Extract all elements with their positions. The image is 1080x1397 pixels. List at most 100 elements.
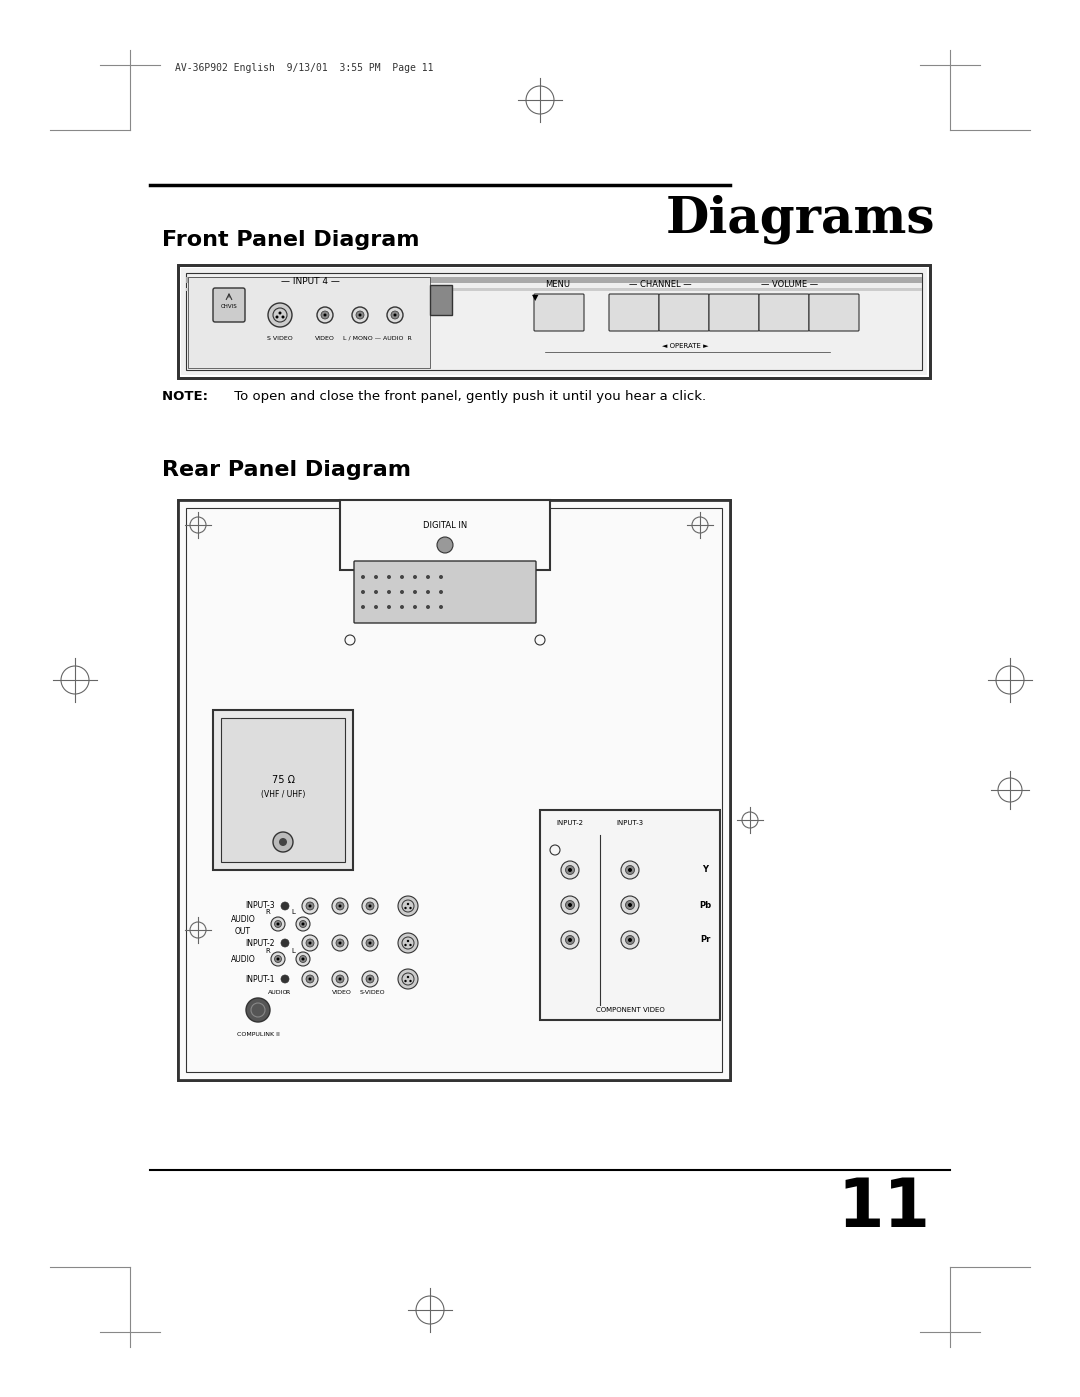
Circle shape: [273, 833, 293, 852]
Circle shape: [407, 902, 409, 905]
Circle shape: [404, 907, 407, 909]
Circle shape: [362, 935, 378, 951]
Circle shape: [391, 312, 399, 319]
Text: NOTE:: NOTE:: [162, 390, 213, 402]
Circle shape: [362, 971, 378, 988]
Circle shape: [302, 898, 318, 914]
Text: 75 Ω: 75 Ω: [271, 775, 295, 785]
Text: L / MONO — AUDIO  R: L / MONO — AUDIO R: [342, 337, 411, 341]
Circle shape: [309, 904, 311, 908]
Circle shape: [279, 312, 282, 314]
Circle shape: [426, 590, 430, 594]
Text: ◄ OPERATE ►: ◄ OPERATE ►: [662, 344, 708, 349]
Circle shape: [625, 901, 635, 909]
Circle shape: [324, 313, 326, 317]
Circle shape: [318, 307, 333, 323]
Circle shape: [366, 939, 374, 947]
Circle shape: [362, 898, 378, 914]
Text: L: L: [292, 949, 295, 954]
Circle shape: [561, 861, 579, 879]
Bar: [186, 272, 922, 370]
Bar: [181, 268, 927, 374]
Circle shape: [568, 868, 572, 872]
Circle shape: [625, 936, 635, 944]
Circle shape: [438, 605, 443, 609]
Bar: [430, 285, 453, 314]
Bar: [350, 500, 540, 504]
Circle shape: [302, 971, 318, 988]
Circle shape: [621, 861, 639, 879]
Circle shape: [271, 916, 285, 930]
Text: ▼: ▼: [531, 293, 538, 302]
Text: INPUT-3: INPUT-3: [245, 901, 275, 911]
Circle shape: [400, 605, 404, 609]
Circle shape: [271, 951, 285, 965]
Text: Y: Y: [702, 866, 708, 875]
Circle shape: [566, 866, 575, 875]
Circle shape: [366, 902, 374, 909]
Bar: [213, 710, 353, 870]
Circle shape: [407, 975, 409, 978]
Circle shape: [374, 576, 378, 578]
Circle shape: [301, 922, 305, 925]
Circle shape: [566, 901, 575, 909]
Circle shape: [413, 605, 417, 609]
Circle shape: [281, 939, 289, 947]
Circle shape: [426, 576, 430, 578]
Circle shape: [338, 978, 341, 981]
Circle shape: [309, 978, 311, 981]
FancyBboxPatch shape: [759, 293, 809, 331]
Circle shape: [437, 536, 453, 553]
Text: Front Panel Diagram: Front Panel Diagram: [162, 231, 419, 250]
FancyBboxPatch shape: [213, 288, 245, 321]
FancyBboxPatch shape: [354, 562, 536, 623]
Circle shape: [621, 930, 639, 949]
Circle shape: [621, 895, 639, 914]
Circle shape: [400, 590, 404, 594]
Circle shape: [413, 576, 417, 578]
Text: — INPUT 4 —: — INPUT 4 —: [281, 278, 339, 286]
Circle shape: [336, 975, 345, 983]
Text: AV-36P902 English  9/13/01  3:55 PM  Page 11: AV-36P902 English 9/13/01 3:55 PM Page 1…: [175, 63, 433, 73]
Text: INPUT-2: INPUT-2: [556, 820, 583, 826]
Circle shape: [336, 939, 345, 947]
Circle shape: [366, 975, 374, 983]
Circle shape: [309, 942, 311, 944]
Text: L: L: [292, 909, 295, 915]
Circle shape: [404, 979, 407, 982]
Circle shape: [302, 935, 318, 951]
Circle shape: [361, 576, 365, 578]
Circle shape: [627, 902, 632, 907]
FancyBboxPatch shape: [609, 293, 659, 331]
Circle shape: [274, 921, 282, 928]
Text: VIDEO: VIDEO: [315, 337, 335, 341]
Bar: [540, 810, 720, 1020]
Text: MENU: MENU: [545, 279, 570, 289]
Circle shape: [393, 313, 396, 317]
Circle shape: [361, 605, 365, 609]
Text: S VIDEO: S VIDEO: [267, 337, 293, 341]
Text: R: R: [266, 909, 270, 915]
Circle shape: [356, 312, 364, 319]
Circle shape: [387, 605, 391, 609]
Circle shape: [296, 916, 310, 930]
Circle shape: [332, 971, 348, 988]
Circle shape: [246, 997, 270, 1023]
Circle shape: [368, 904, 372, 908]
Circle shape: [400, 576, 404, 578]
Circle shape: [627, 937, 632, 942]
Circle shape: [359, 313, 362, 317]
Circle shape: [274, 956, 282, 963]
Circle shape: [352, 307, 368, 323]
Bar: [178, 500, 730, 1080]
Text: AUDIO: AUDIO: [268, 990, 288, 995]
Text: INPUT-1: INPUT-1: [245, 975, 275, 983]
Circle shape: [361, 590, 365, 594]
Circle shape: [306, 939, 314, 947]
Text: OUT: OUT: [235, 928, 251, 936]
FancyBboxPatch shape: [534, 293, 584, 331]
Bar: [178, 500, 730, 1080]
Text: R: R: [266, 949, 270, 954]
Text: — CHANNEL —: — CHANNEL —: [629, 279, 691, 289]
Circle shape: [279, 838, 287, 847]
